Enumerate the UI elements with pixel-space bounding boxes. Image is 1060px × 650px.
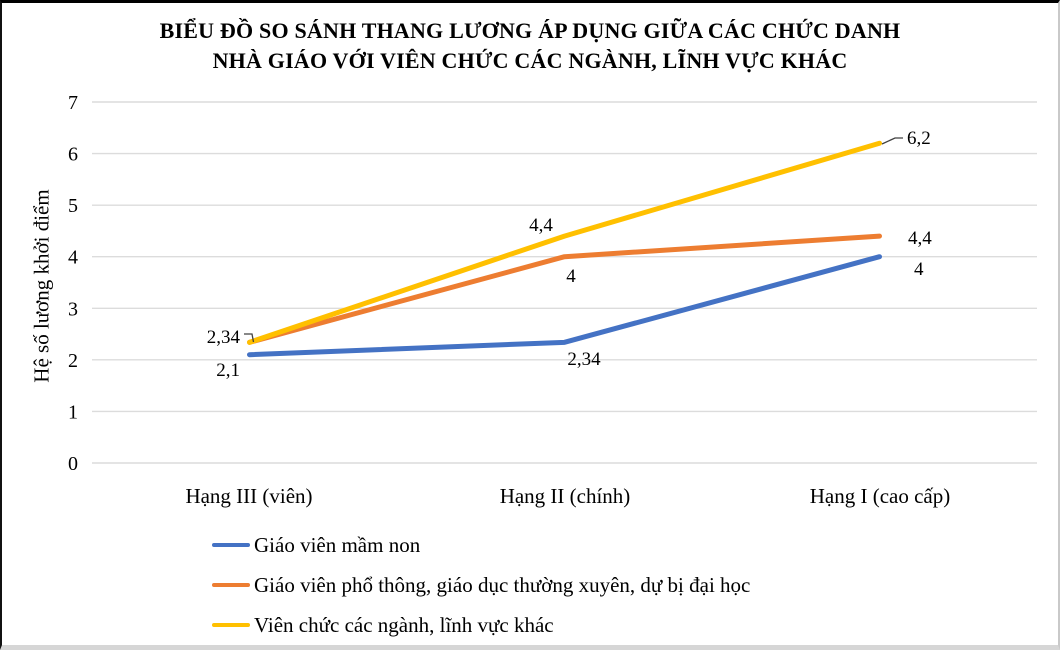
legend-item-vien-chuc: Viên chức các ngành, lĩnh vực khác [212, 605, 750, 645]
data-label: 4,4 [529, 215, 553, 236]
data-label: 2,34 [207, 327, 241, 348]
y-tick-label: 7 [68, 92, 78, 114]
legend-line-swatch-blue [212, 543, 250, 547]
legend-line-swatch-orange [212, 583, 250, 587]
y-tick-label: 6 [68, 144, 78, 166]
x-axis-label-1: Hạng III (viên) [185, 484, 313, 508]
series-line-3 [247, 140, 882, 345]
y-tick-label: 3 [68, 298, 78, 320]
plot-area: 0 1 2 3 4 5 6 7 2,34 2,1 4,4 4 2,34 6,2 4,4 4 [68, 92, 1037, 475]
chart-title: BIỂU ĐỒ SO SÁNH THANG LƯƠNG ÁP DỤNG GIỮA… [2, 16, 1058, 76]
x-axis-label-2: Hạng II (chính) [499, 484, 631, 508]
y-tick-label: 5 [68, 195, 78, 217]
legend: Giáo viên mầm non Giáo viên phổ thông, g… [212, 525, 750, 645]
data-label: 2,34 [567, 349, 601, 370]
data-label: 2,1 [216, 360, 240, 381]
legend-label: Giáo viên phổ thông, giáo dục thường xuy… [254, 572, 751, 597]
y-tick-label: 1 [68, 401, 78, 423]
legend-item-mam-non: Giáo viên mầm non [212, 525, 750, 565]
data-label-leader-line [244, 333, 255, 343]
y-tick-label: 4 [68, 247, 78, 269]
data-label: 4 [914, 259, 924, 280]
data-label: 4 [566, 266, 576, 287]
legend-label: Viên chức các ngành, lĩnh vực khác [254, 612, 554, 637]
legend-label: Giáo viên mầm non [254, 532, 421, 557]
data-label: 6,2 [907, 128, 931, 149]
legend-line-swatch-yellow [212, 623, 250, 627]
data-label: 4,4 [908, 228, 932, 249]
series-line-2 [247, 233, 882, 345]
chart-title-line1: BIỂU ĐỒ SO SÁNH THANG LƯƠNG ÁP DỤNG GIỮA… [159, 18, 901, 43]
y-tick-label: 2 [68, 350, 78, 372]
y-tick-label: 0 [68, 453, 78, 475]
series-line-1 [247, 254, 882, 358]
legend-item-pho-thong: Giáo viên phổ thông, giáo dục thường xuy… [212, 565, 750, 605]
data-label-leader-line [881, 137, 903, 145]
chart-title-line2: NHÀ GIÁO VỚI VIÊN CHỨC CÁC NGÀNH, LĨNH V… [212, 48, 848, 73]
x-axis-label-3: Hạng I (cao cấp) [809, 484, 951, 508]
